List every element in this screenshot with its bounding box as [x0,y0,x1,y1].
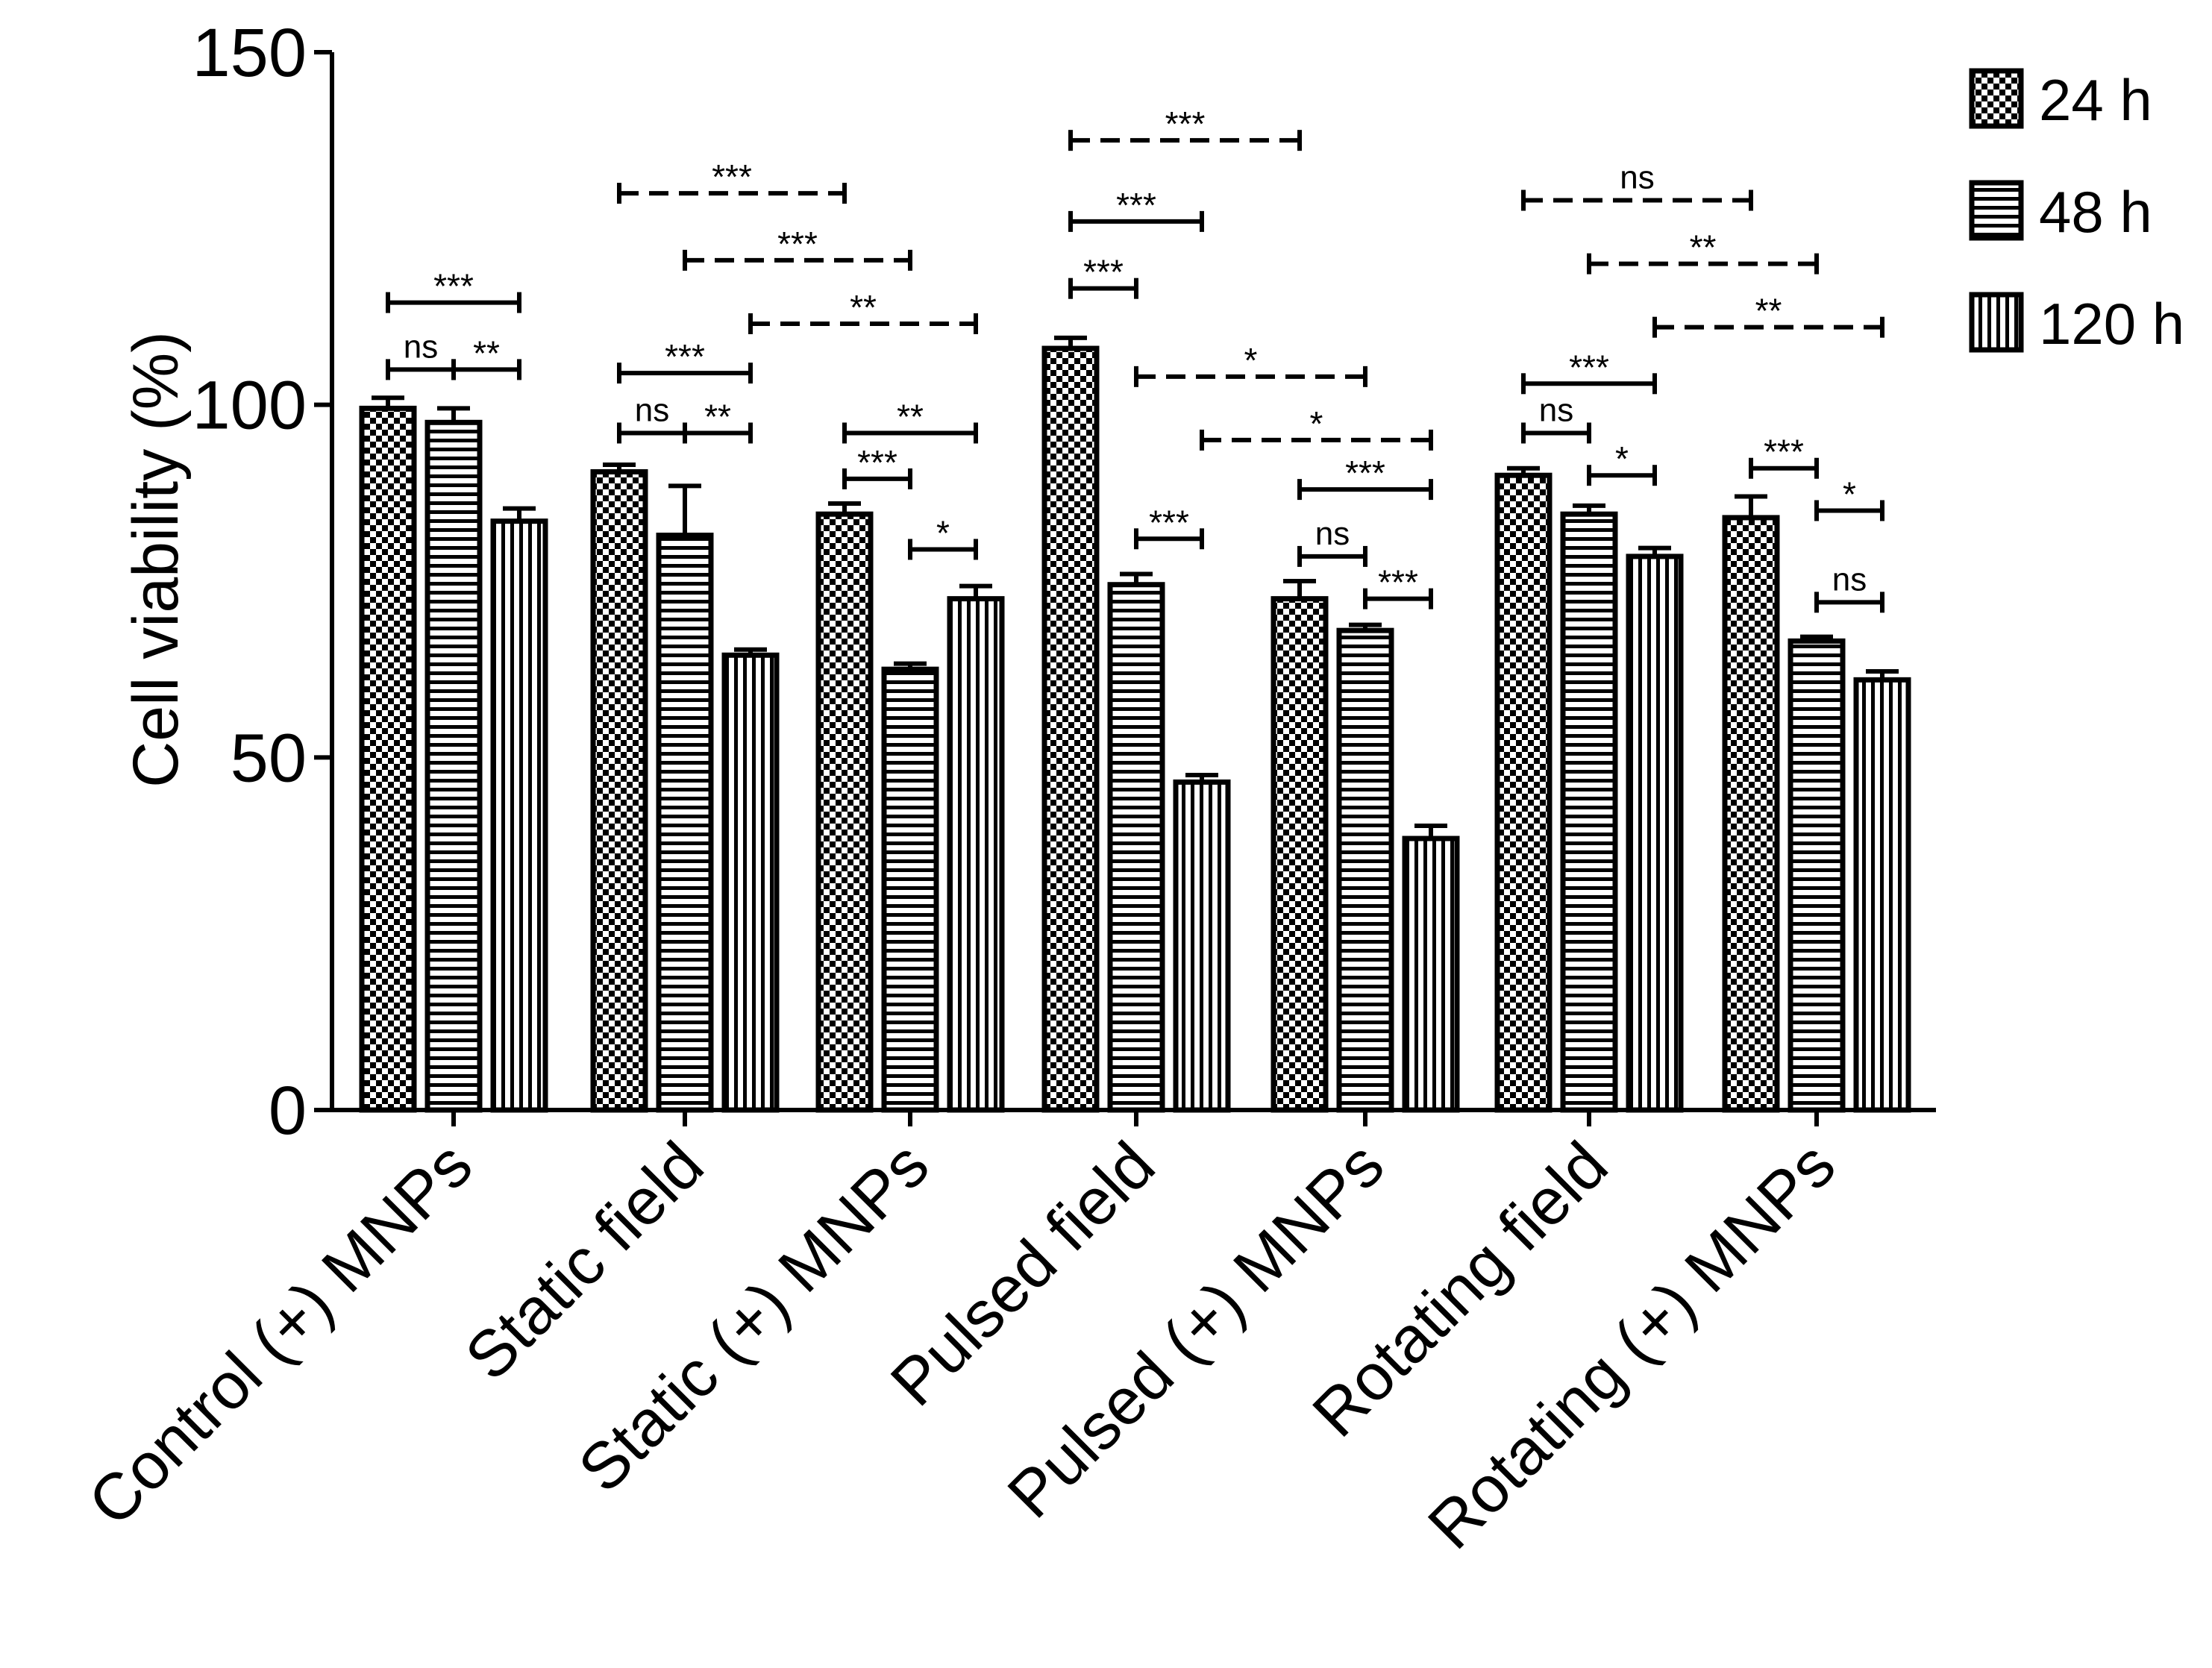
bar [1494,472,1553,1113]
bar [1173,779,1231,1113]
bar [1788,638,1846,1113]
significance-label: *** [1345,454,1385,492]
significance-label: ** [1755,292,1782,330]
significance-brackets: ns *****ns ******************** ns******ns*… [386,104,1884,613]
y-tick-label: 50 [231,720,307,796]
bar [1722,515,1780,1113]
bar [490,518,548,1113]
bar [1626,554,1684,1113]
significance-label: * [1615,439,1629,478]
bar [1336,627,1394,1113]
bar [1402,835,1460,1113]
bar [1271,596,1329,1113]
significance-label: ns [635,392,669,428]
y-axis-label: Cell viability (%) [120,331,192,788]
bar [1560,511,1618,1113]
legend-label: 120 h [2039,291,2184,357]
legend-swatch [1969,292,2024,353]
significance-label: * [936,513,950,552]
x-tick-label: Control (+) MNPs [74,1127,486,1539]
legend: 24 h 48 h 120 h [1969,67,2184,357]
bar [656,533,714,1113]
significance-label: *** [1764,433,1804,471]
significance-label: *** [857,443,897,482]
significance-label: *** [433,267,474,306]
significance-label: *** [1149,503,1189,542]
significance-label: ns [1620,160,1654,196]
significance-label: *** [1378,563,1418,602]
y-axis: 0 50 100 150 [192,15,334,1149]
bar [1107,582,1165,1113]
significance-label: *** [1116,186,1156,225]
legend-swatch [1969,180,2024,241]
significance-label: * [1310,404,1323,443]
bar [424,419,483,1113]
significance-label: ** [897,397,924,436]
y-tick-label: 0 [269,1073,307,1149]
bars [359,335,1911,1113]
significance-label: *** [712,157,752,196]
bar [1041,345,1100,1113]
legend-label: 24 h [2039,67,2152,133]
x-tick-label: Pulsed (+) MNPs [993,1127,1397,1531]
bar [947,596,1005,1113]
significance-label: ns [1832,561,1867,598]
bar [359,405,417,1113]
legend-swatch [1969,68,2024,129]
significance-label: *** [777,225,818,263]
significance-label: ** [473,333,500,372]
significance-label: *** [1165,104,1206,143]
significance-label: ** [850,288,877,327]
bar [1853,677,1911,1113]
y-tick-label: 100 [192,368,307,444]
legend-label: 48 h [2039,179,2152,245]
significance-label: ** [704,397,731,436]
significance-label: ** [1690,228,1717,267]
y-tick-label: 150 [192,15,307,91]
significance-label: *** [1569,348,1609,386]
bar [881,666,939,1113]
significance-label: *** [665,337,705,376]
significance-label: ns [1539,392,1573,428]
significance-label: * [1843,474,1856,513]
significance-label: ns [404,328,438,365]
significance-label: * [1244,341,1258,380]
x-tick-label: Rotating (+) MNPs [1414,1127,1849,1563]
significance-label: ns [1315,515,1350,552]
bar [721,652,780,1113]
bar [590,468,648,1113]
significance-label: *** [1083,253,1124,292]
bar [815,511,874,1113]
